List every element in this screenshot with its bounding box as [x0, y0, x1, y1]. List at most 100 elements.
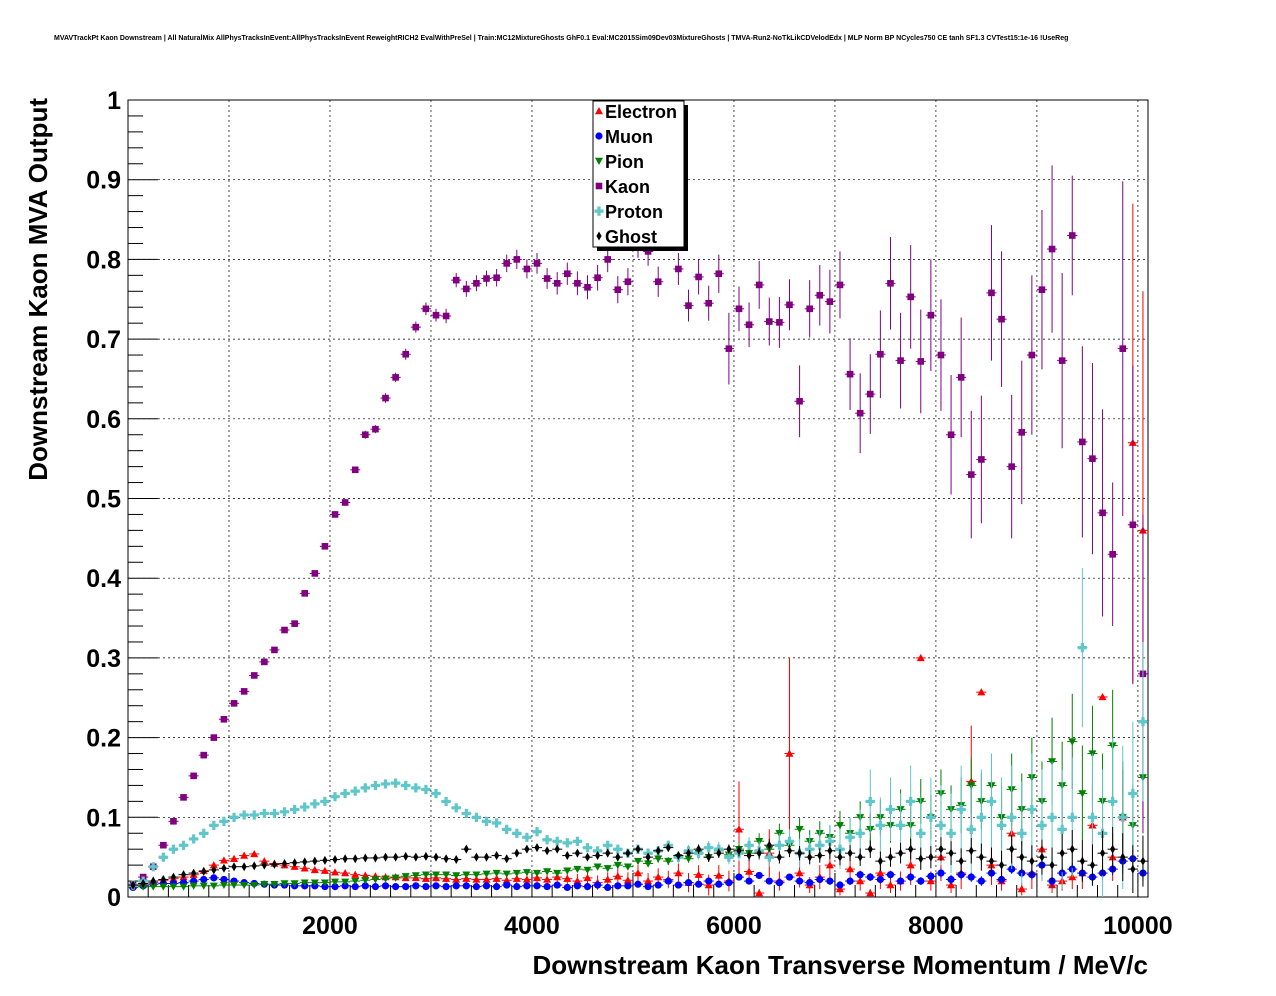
ghost-marker	[574, 848, 581, 858]
muon-marker	[765, 877, 773, 885]
proton-point	[562, 838, 573, 848]
ghost-marker	[837, 852, 843, 862]
electron-marker	[522, 875, 531, 883]
proton-marker	[239, 810, 249, 820]
proton-point	[1127, 721, 1138, 866]
pion-marker	[543, 868, 552, 876]
proton-marker	[451, 803, 461, 813]
proton-point	[370, 780, 381, 791]
ghost-marker	[988, 856, 995, 866]
electron-marker	[825, 861, 834, 869]
muon-point	[845, 877, 856, 886]
electron-point	[239, 851, 250, 859]
kaon-point	[885, 237, 896, 330]
ghost-point	[703, 852, 714, 862]
proton-point	[168, 844, 179, 854]
muon-marker	[917, 877, 925, 885]
pion-point	[218, 881, 229, 890]
pion-marker	[361, 877, 370, 885]
muon-marker	[937, 869, 945, 877]
kaon-point	[350, 466, 361, 474]
electron-marker	[240, 851, 249, 859]
kaon-marker	[473, 280, 480, 287]
muon-marker	[694, 880, 703, 888]
ghost-point	[754, 847, 765, 859]
proton-marker	[158, 852, 168, 862]
kaon-marker	[574, 280, 581, 287]
proton-marker	[986, 796, 997, 807]
kaon-marker	[1048, 245, 1056, 253]
ghost-point	[855, 848, 866, 866]
pion-point	[158, 883, 169, 891]
pion-point	[491, 869, 502, 878]
electron-point	[1097, 692, 1108, 701]
muon-marker	[654, 881, 662, 889]
pion-marker	[260, 881, 269, 889]
pion-point	[481, 870, 492, 878]
proton-point	[380, 779, 391, 789]
muon-point	[723, 879, 734, 887]
ghost-point	[400, 851, 411, 861]
muon-point	[400, 883, 411, 891]
proton-marker	[421, 784, 431, 795]
pion-point	[208, 882, 219, 890]
proton-marker	[1077, 643, 1087, 653]
electron-point	[865, 889, 876, 897]
y-tick-label: 0.5	[86, 486, 121, 514]
ghost-point	[1026, 845, 1037, 878]
pion-marker	[644, 860, 653, 868]
pion-marker	[341, 878, 350, 886]
pion-point	[228, 881, 240, 890]
muon-marker	[795, 877, 804, 885]
ghost-point	[269, 859, 280, 869]
proton-marker	[391, 778, 401, 788]
muon-marker	[826, 877, 834, 885]
proton-marker	[805, 844, 815, 854]
electron-marker	[583, 873, 592, 882]
proton-marker	[401, 780, 411, 791]
ghost-point	[834, 849, 846, 866]
pion-point	[542, 868, 553, 876]
kaon-point	[491, 268, 502, 287]
proton-marker	[330, 792, 340, 802]
ghost-marker	[948, 848, 954, 858]
electron-marker	[916, 653, 925, 662]
muon-point	[875, 875, 886, 884]
kaon-point	[895, 312, 906, 409]
kaon-point	[855, 373, 866, 454]
proton-marker	[825, 836, 835, 846]
chart-title: MVAVTrackPt Kaon Downstream | All Natura…	[54, 35, 1069, 42]
kaon-point	[824, 269, 835, 334]
muon-point	[420, 883, 431, 891]
muon-marker	[553, 881, 561, 889]
proton-point	[309, 799, 320, 809]
proton-marker	[209, 820, 219, 830]
proton-marker	[936, 820, 946, 830]
kaon-point	[471, 275, 482, 292]
kaon-point	[1107, 482, 1118, 627]
muon-marker	[785, 873, 794, 881]
ghost-marker	[362, 853, 368, 863]
legend-label-pion: Pion	[605, 152, 644, 172]
kaon-marker	[957, 374, 965, 381]
ghost-marker	[514, 848, 520, 858]
muon-point	[824, 877, 835, 885]
electron-point	[915, 653, 926, 662]
muon-point	[572, 882, 583, 890]
proton-marker	[582, 843, 593, 853]
kaon-point	[198, 751, 209, 759]
ghost-marker	[140, 878, 146, 888]
muon-point	[602, 883, 613, 892]
ghost-marker	[978, 852, 984, 862]
electron-marker	[482, 875, 491, 883]
proton-point	[198, 828, 209, 838]
muon-marker	[543, 883, 551, 891]
pion-point	[168, 883, 179, 891]
proton-point	[299, 802, 310, 812]
proton-point	[208, 820, 219, 830]
electron-point	[299, 864, 310, 872]
data-series	[128, 165, 1148, 897]
electron-point	[754, 889, 765, 897]
kaon-marker	[654, 278, 662, 286]
